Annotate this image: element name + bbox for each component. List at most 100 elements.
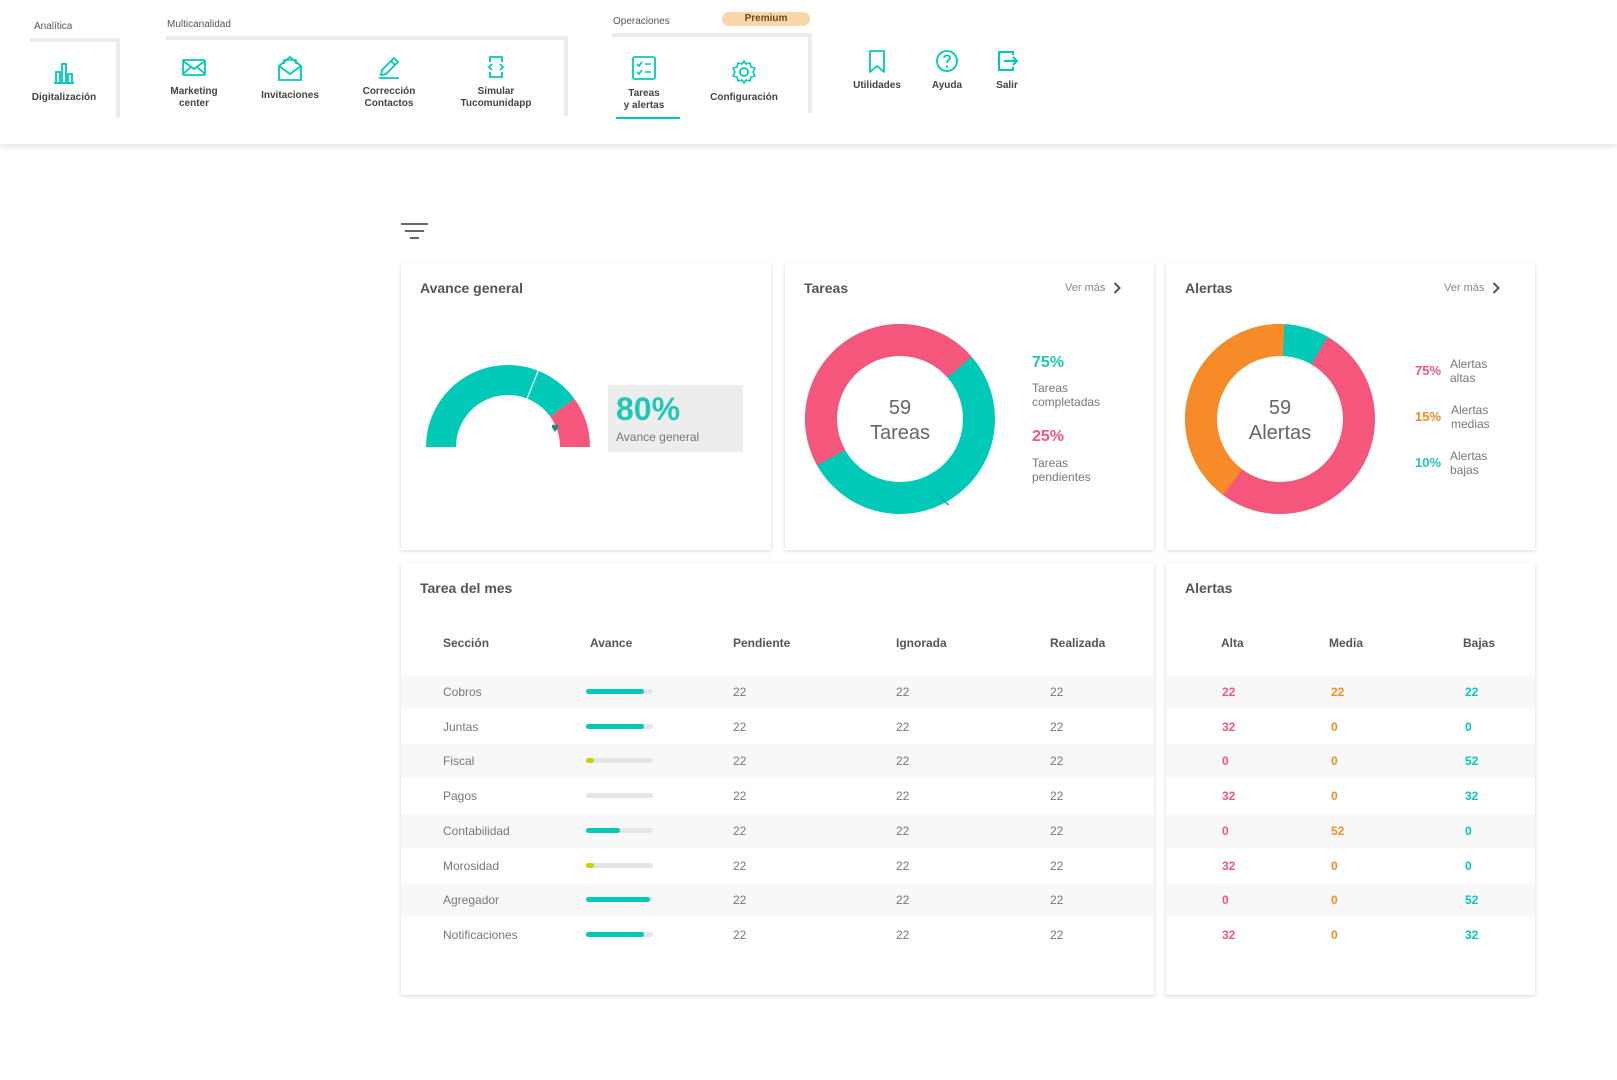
table-row: Contabilidad 22 22 22 [401, 813, 1154, 848]
donut-segment-altas [1185, 324, 1375, 514]
cell-seccion: Juntas [443, 719, 479, 734]
progress-bar [586, 897, 653, 903]
open-envelope-icon [278, 55, 302, 81]
ver-mas-label: Ver más [1444, 282, 1485, 294]
progress-bar [586, 689, 653, 694]
chevron-right-icon [1493, 282, 1501, 294]
progress-bar-fill [586, 862, 595, 868]
tool-marketing-center[interactable]: Marketing center [154, 54, 234, 110]
cell-pendiente: 22 [733, 685, 747, 699]
group-rail-multicanalidad [166, 36, 568, 116]
cell-ignorada: 22 [896, 858, 910, 873]
tareas-donut-chart [804, 324, 995, 514]
cell-pendiente: 22 [733, 927, 747, 942]
tool-tareas-alertas[interactable]: Tareas y alertas [604, 54, 684, 112]
card-alertas-tabla: Alertas Alta Media Bajas 22 22 22 32 0 0 0 0 52 3… [1166, 563, 1535, 995]
tool-label: Simular Tucomunidapp [460, 86, 532, 109]
progress-bar [586, 723, 653, 729]
tool-label: Digitalización [31, 92, 97, 103]
table-row: Pagos 22 22 22 [401, 779, 1154, 813]
col-header-bajas: Bajas [1463, 636, 1496, 650]
cell-pendiente: 22 [733, 754, 747, 769]
premium-badge: Premium [722, 12, 810, 26]
cell-media: 0 [1331, 858, 1338, 873]
gauge-marker-icon [551, 424, 559, 432]
table-row: 22 22 22 [1166, 675, 1535, 709]
tool-label: Marketing center [170, 86, 218, 109]
card-title: Avance general [420, 280, 523, 296]
tool-salir[interactable]: Salir [979, 48, 1035, 92]
tool-label: Ayuda [931, 80, 963, 91]
cell-seccion: Fiscal [443, 754, 475, 769]
alertas-bajas-pct: 10% [1415, 455, 1442, 470]
table-row: 0 0 52 [1166, 744, 1535, 779]
cell-seccion: Contabilidad [443, 823, 510, 838]
group-rail-analitica [30, 38, 120, 118]
progress-bar-fill [586, 723, 644, 729]
tool-correccion-contactos[interactable]: Corrección Contactos [349, 54, 429, 110]
filter-icon[interactable] [400, 222, 430, 242]
col-header-realizada: Realizada [1050, 636, 1106, 650]
progress-bar [586, 758, 653, 764]
card-title: Alertas [1185, 280, 1233, 296]
cell-realizada: 22 [1050, 685, 1064, 699]
progress-bar-fill [586, 758, 595, 764]
cell-ignorada: 22 [896, 719, 910, 734]
tareas-ver-mas-link[interactable]: Ver más [1065, 282, 1122, 294]
chevron-right-icon [1114, 282, 1122, 294]
cell-realizada: 22 [1050, 927, 1064, 942]
cell-alta: 32 [1222, 719, 1236, 734]
tool-invitaciones[interactable]: Invitaciones [250, 54, 330, 102]
donut-segment-divider [935, 492, 950, 506]
cell-media: 22 [1331, 685, 1345, 699]
avance-label: Avance general [616, 430, 700, 444]
bar-chart-icon [54, 63, 74, 84]
tool-ayuda[interactable]: Ayuda [917, 48, 977, 92]
col-header-avance: Avance [590, 636, 633, 650]
progress-bar [586, 862, 653, 868]
cell-bajas: 0 [1465, 719, 1472, 734]
table-row: 0 0 52 [1166, 883, 1535, 918]
tool-utilidades[interactable]: Utilidades [841, 48, 913, 92]
alertas-altas-pct: 75% [1415, 363, 1442, 378]
col-header-seccion: Sección [443, 636, 490, 650]
gauge-chart [426, 365, 590, 447]
gauge-divider [526, 370, 539, 399]
table-row: Notificaciones 22 22 22 [401, 918, 1154, 952]
tool-label: Invitaciones [261, 90, 319, 101]
cell-seccion: Cobros [443, 685, 482, 699]
tool-digitalizacion[interactable]: Digitalización [24, 60, 104, 104]
cell-seccion: Notificaciones [443, 927, 518, 942]
tool-configuracion[interactable]: Configuración [701, 58, 787, 104]
cell-realizada: 22 [1050, 754, 1064, 769]
avance-percent: 80% [616, 391, 681, 427]
checklist-icon [632, 56, 656, 80]
cell-alta: 32 [1222, 789, 1236, 804]
donut-segment-pendientes [804, 324, 995, 514]
cell-pendiente: 22 [733, 823, 747, 838]
tareas-donut-center: 59 Tareas [850, 396, 950, 446]
alertas-medias-pct: 15% [1415, 409, 1442, 424]
table-row: Fiscal 22 22 22 [401, 744, 1154, 779]
ver-mas-label: Ver más [1065, 282, 1106, 294]
group-label-analitica: Analítica [34, 21, 73, 32]
progress-bar-fill [586, 689, 644, 694]
cell-realizada: 22 [1050, 719, 1064, 734]
cell-ignorada: 22 [896, 685, 910, 699]
cell-ignorada: 22 [896, 754, 910, 769]
card-alertas: Alertas Ver más 59 Alertas 75% Alertas a… [1166, 263, 1535, 550]
tool-simular-tucomunidapp[interactable]: Simular Tucomunidapp [446, 54, 546, 110]
table-row: Cobros 22 22 22 [401, 675, 1154, 709]
cell-media: 0 [1331, 789, 1338, 804]
cell-seccion: Morosidad [443, 858, 500, 873]
card-title: Tarea del mes [420, 580, 513, 596]
top-ribbon: Analítica Multicanalidad Operaciones Pre… [0, 0, 1617, 144]
alertas-ver-mas-link[interactable]: Ver más [1444, 282, 1501, 294]
cell-ignorada: 22 [896, 893, 910, 908]
cell-media: 52 [1331, 823, 1345, 838]
alertas-total: 59 [1268, 397, 1292, 419]
group-rail-operaciones [612, 33, 812, 113]
cell-media: 0 [1331, 754, 1338, 769]
cell-media: 0 [1331, 927, 1338, 942]
cell-seccion: Pagos [443, 789, 478, 804]
